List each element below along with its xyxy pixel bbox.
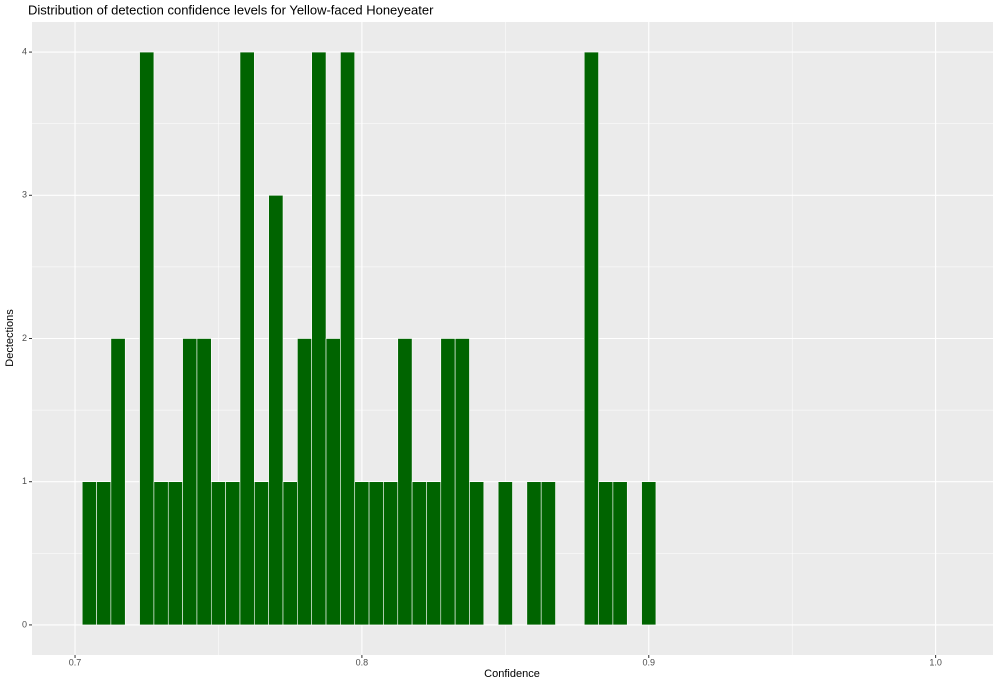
y-tick-label: 1	[22, 476, 27, 486]
x-axis-label: Confidence	[484, 668, 540, 680]
bar	[81, 481, 97, 626]
bar	[641, 481, 657, 626]
x-tick-label: 0.8	[356, 657, 369, 667]
bar	[225, 481, 241, 626]
x-tick-label: 0.7	[69, 657, 82, 667]
bar	[612, 481, 628, 626]
bar	[497, 481, 513, 626]
bar	[354, 481, 370, 626]
bar	[469, 481, 485, 626]
y-tick-label: 0	[22, 619, 27, 629]
bar	[526, 481, 542, 626]
bar	[167, 481, 183, 626]
bar	[153, 481, 169, 626]
bar	[210, 481, 226, 626]
bar	[440, 338, 456, 626]
y-axis-label: Dectections	[4, 309, 16, 367]
bar	[325, 338, 341, 626]
bar	[254, 481, 269, 626]
bar	[139, 51, 155, 626]
bar	[583, 51, 599, 626]
y-tick-label: 3	[22, 190, 27, 200]
bar	[96, 481, 112, 626]
bar	[368, 481, 384, 626]
bar	[383, 481, 399, 626]
bar	[426, 481, 442, 626]
bar	[297, 338, 312, 626]
x-tick-label: 1.0	[929, 657, 942, 667]
bar	[598, 481, 614, 626]
chart-title: Distribution of detection confidence lev…	[28, 2, 434, 17]
bar	[397, 338, 413, 626]
bar	[540, 481, 556, 626]
bar	[340, 51, 356, 626]
bar	[311, 51, 327, 626]
bars	[81, 51, 657, 626]
y-tick-label: 2	[22, 333, 27, 343]
bar	[182, 338, 198, 626]
bar	[268, 194, 284, 626]
bar	[282, 481, 298, 626]
x-tick-label: 0.9	[643, 657, 656, 667]
bar	[454, 338, 470, 626]
y-tick-label: 4	[22, 46, 27, 56]
bar	[411, 481, 427, 626]
bar	[196, 338, 212, 626]
bar	[239, 51, 255, 626]
bar	[110, 338, 126, 626]
